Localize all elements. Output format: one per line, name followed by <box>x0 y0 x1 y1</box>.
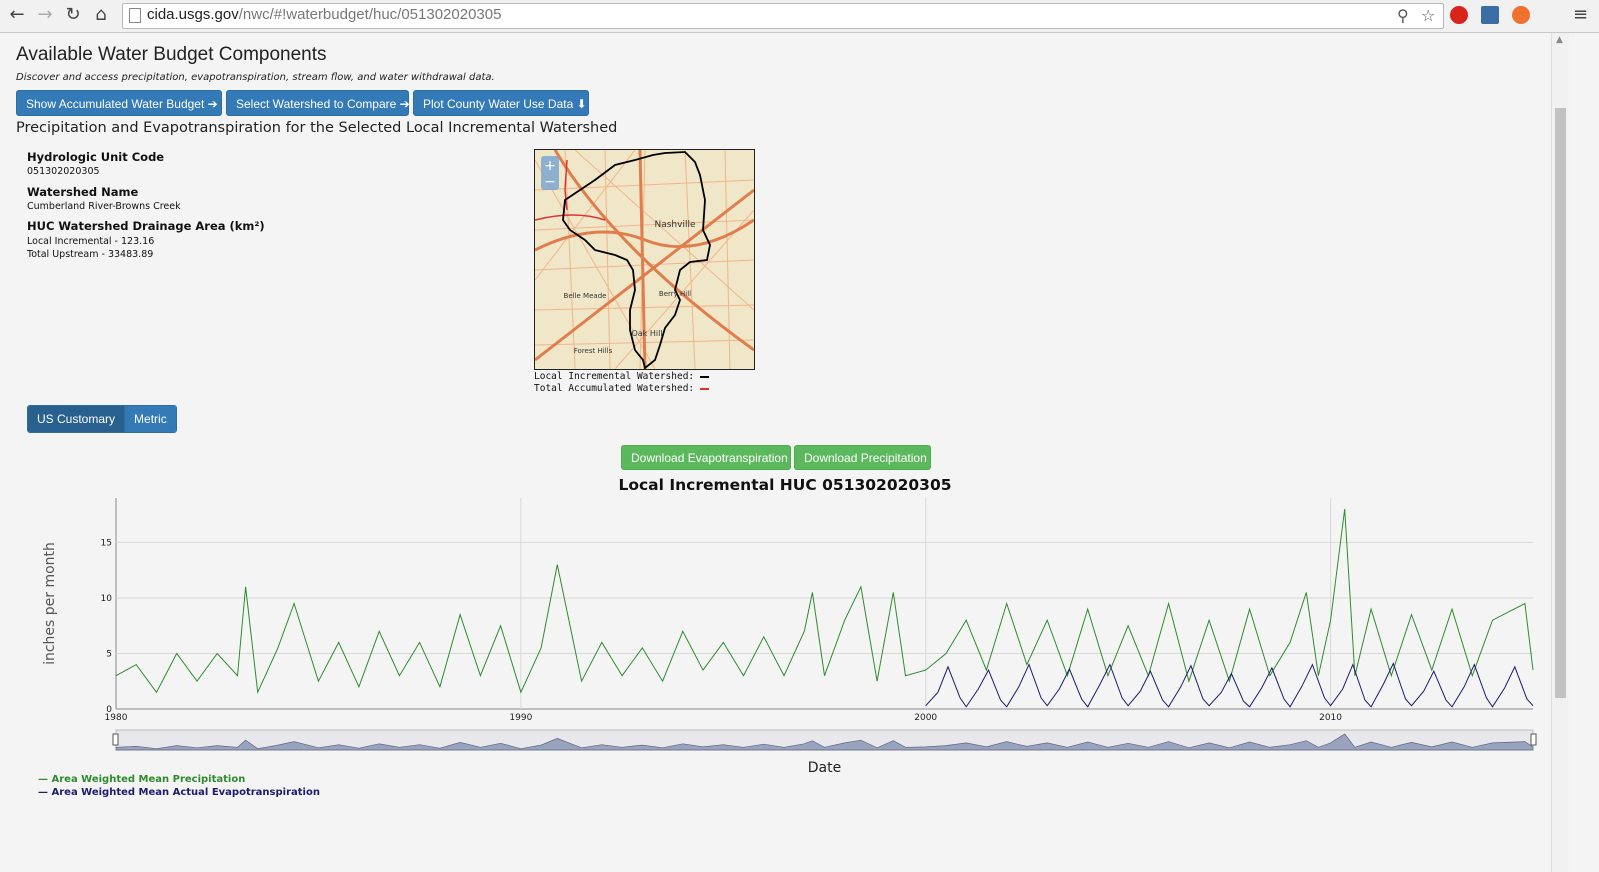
metric-button[interactable]: Metric <box>124 406 176 432</box>
reload-icon[interactable]: ↻ <box>65 4 81 25</box>
y-tick-label: 15 <box>101 538 112 548</box>
plot-county-water-use-button[interactable]: Plot County Water Use Data ⬇ <box>413 90 589 116</box>
extension-icon[interactable] <box>1481 6 1499 24</box>
menu-icon[interactable]: ≡ <box>1573 4 1589 25</box>
drainage-area-label: HUC Watershed Drainage Area (km²) <box>27 219 265 233</box>
chart-grid <box>115 498 1533 710</box>
map-zoom-in[interactable]: + <box>544 158 556 174</box>
map-legend-total: Total Accumulated Watershed: <box>534 383 710 394</box>
huc-label: Hydrologic Unit Code <box>27 150 165 164</box>
legend-et-label: Area Weighted Mean Actual Evapotranspira… <box>51 787 320 798</box>
map-label-oak-hill: Oak Hill <box>631 329 662 338</box>
map-label-berry-hill: Berry Hill <box>659 290 691 298</box>
url-text[interactable]: cida.usgs.gov/nwc/#!waterbudget/huc/0513… <box>147 6 502 23</box>
x-tick-label: 2010 <box>1319 713 1342 723</box>
local-incremental-area: Local Incremental - 123.16 <box>27 236 155 247</box>
map-legend-local-label: Local Incremental Watershed: <box>534 371 695 382</box>
x-tick-label: 1980 <box>105 713 128 723</box>
window-edge <box>1569 33 1599 872</box>
y-tick-label: 10 <box>101 594 113 604</box>
back-icon[interactable]: ← <box>9 4 25 25</box>
navigator-left-handle <box>112 733 119 746</box>
range-navigator[interactable] <box>112 729 1537 751</box>
legend-precip-swatch: — <box>38 774 52 785</box>
chart-lines <box>115 509 1534 708</box>
us-customary-button[interactable]: US Customary <box>28 406 125 432</box>
legend-precip-label: Area Weighted Mean Precipitation <box>51 774 246 785</box>
select-watershed-to-compare-button[interactable]: Select Watershed to Compare ➔ <box>226 90 410 116</box>
section-title: Precipitation and Evapotranspiration for… <box>16 120 618 136</box>
browser-toolbar: ← → ↻ ⌂ cida.usgs.gov/nwc/#!waterbudget/… <box>0 0 1599 33</box>
download-precipitation-button[interactable]: Download Precipitation <box>794 445 931 470</box>
download-evapotranspiration-button[interactable]: Download Evapotranspiration <box>621 445 791 470</box>
x-tick-label: 1990 <box>509 713 532 723</box>
show-accumulated-water-budget-button[interactable]: Show Accumulated Water Budget ➔ <box>16 90 222 116</box>
watershed-name-label: Watershed Name <box>27 185 139 199</box>
legend-precipitation: — Area Weighted Mean Precipitation <box>38 774 245 785</box>
map-canvas: + − Nashville Belle Meade Berry Hill Oak… <box>535 150 754 369</box>
address-bar[interactable]: cida.usgs.gov/nwc/#!waterbudget/huc/0513… <box>122 3 1444 29</box>
y-tick-label: 5 <box>106 649 112 659</box>
chart-title: Local Incremental HUC 051302020305 <box>618 476 952 494</box>
total-upstream-area: Total Upstream - 33483.89 <box>27 249 154 260</box>
map-label-belle-meade: Belle Meade <box>564 292 607 300</box>
page-title: Available Water Budget Components <box>16 44 327 65</box>
y-tick-label: 0 <box>106 705 112 715</box>
map-label-nashville: Nashville <box>654 220 695 230</box>
scroll-thumb[interactable] <box>1555 108 1566 698</box>
scrollbar[interactable]: ▲ <box>1551 33 1569 872</box>
local-watershed-swatch <box>700 375 710 378</box>
y-axis-label: inches per month <box>42 542 58 665</box>
map-zoom-control[interactable] <box>541 156 559 190</box>
map-legend-local: Local Incremental Watershed: <box>534 371 710 382</box>
page-icon <box>129 8 141 23</box>
precipitation-series-line <box>115 509 1534 695</box>
watershed-map[interactable]: + − Nashville Belle Meade Berry Hill Oak… <box>534 149 755 370</box>
legend-evapotranspiration: — Area Weighted Mean Actual Evapotranspi… <box>38 787 320 798</box>
navigator-series-area <box>115 733 1534 751</box>
total-watershed-swatch <box>700 387 710 390</box>
tools-extension-icon[interactable] <box>1512 6 1530 24</box>
map-zoom-out[interactable]: − <box>544 174 556 190</box>
scroll-up-icon[interactable]: ▲ <box>1556 35 1563 45</box>
zoom-icon[interactable]: ⚲ <box>1397 6 1409 25</box>
chart-ticks: 0 5 10 15 1980 1990 2000 2010 <box>101 538 1343 723</box>
x-tick-label: 2000 <box>914 713 937 723</box>
forward-icon[interactable]: → <box>37 4 53 25</box>
navigator-right-handle <box>1530 733 1537 746</box>
opera-extension-icon[interactable] <box>1450 6 1468 24</box>
watershed-name-value: Cumberland River-Browns Creek <box>27 201 181 212</box>
unit-toggle: US Customary Metric <box>27 405 177 433</box>
home-icon[interactable]: ⌂ <box>95 4 107 25</box>
evapotranspiration-series-line <box>925 662 1534 708</box>
map-legend-total-label: Total Accumulated Watershed: <box>534 383 695 394</box>
page-subtitle: Discover and access precipitation, evapo… <box>16 72 495 83</box>
x-axis-label: Date <box>808 760 841 776</box>
legend-et-swatch: — <box>38 787 52 798</box>
map-label-forest-hills: Forest Hills <box>574 347 613 355</box>
huc-value: 051302020305 <box>27 166 100 177</box>
bookmark-star-icon[interactable]: ☆ <box>1421 6 1436 25</box>
